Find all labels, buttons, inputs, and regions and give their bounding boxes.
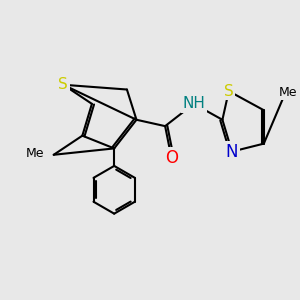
Text: S: S	[58, 77, 68, 92]
Text: Me: Me	[26, 147, 44, 160]
Text: O: O	[165, 149, 178, 167]
Text: Me: Me	[278, 86, 297, 99]
Text: S: S	[224, 84, 234, 99]
Text: N: N	[226, 142, 238, 160]
Text: NH: NH	[182, 96, 205, 111]
